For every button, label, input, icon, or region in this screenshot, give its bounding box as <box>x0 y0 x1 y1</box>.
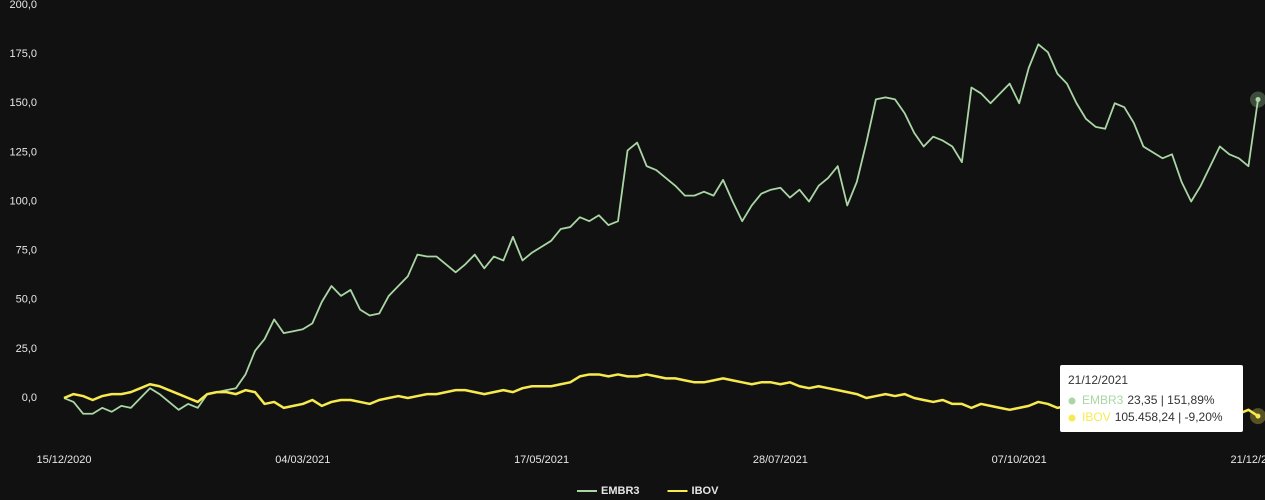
y-tick-label: 0,0 <box>22 392 37 404</box>
line-series <box>63 43 1259 415</box>
x-tick-label: 17/05/2021 <box>514 454 569 466</box>
tooltip-dot <box>1068 414 1076 422</box>
y-tick-label: 25,0 <box>16 343 37 355</box>
x-tick-label: 28/07/2021 <box>753 454 808 466</box>
x-tick-label: 07/10/2021 <box>992 454 1047 466</box>
legend-label: IBOV <box>692 485 720 497</box>
x-tick-label: 21/12/2021 <box>1230 454 1265 466</box>
tooltip: 21/12/2021 EMBR3 23,35 | 151,89% IBOV 105.45… <box>1060 365 1243 432</box>
tooltip-series-name: EMBR3 <box>1082 393 1124 407</box>
y-tick-label: 150,0 <box>9 97 37 109</box>
tooltip-value: 105.458,24 | -9,20% <box>1115 410 1223 424</box>
tooltip-dot <box>1068 397 1076 405</box>
tooltip-value: 23,35 | 151,89% <box>1127 393 1215 407</box>
tooltip-title: 21/12/2021 <box>1068 373 1128 387</box>
line-series <box>63 373 1259 418</box>
y-tick-label: 100,0 <box>9 195 37 207</box>
y-tick-label: 75,0 <box>16 245 37 257</box>
y-tick-label: 200,0 <box>9 0 37 11</box>
y-tick-label: 50,0 <box>16 294 37 306</box>
tooltip-series-name: IBOV <box>1082 410 1111 424</box>
hover-point <box>1255 97 1261 103</box>
legend-label: EMBR3 <box>601 485 640 497</box>
tooltip-box <box>1060 365 1243 432</box>
y-tick-label: 175,0 <box>9 48 37 60</box>
x-tick-label: 04/03/2021 <box>275 454 330 466</box>
y-tick-label: 125,0 <box>9 146 37 158</box>
x-tick-label: 15/12/2020 <box>36 454 91 466</box>
hover-point <box>1255 413 1261 419</box>
